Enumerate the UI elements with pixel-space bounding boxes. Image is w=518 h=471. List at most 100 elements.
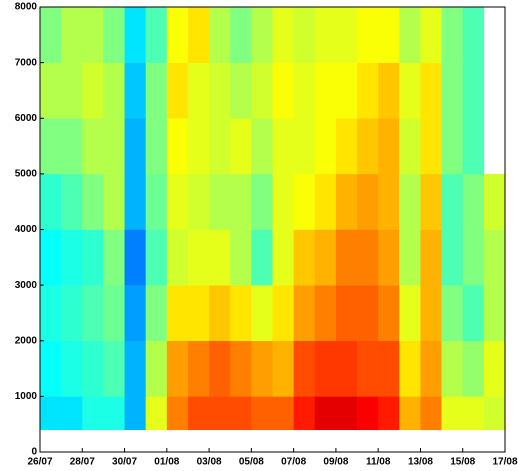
heatmap-cell bbox=[145, 229, 168, 286]
y-tick-label: 1000 bbox=[15, 391, 38, 402]
heatmap-cell bbox=[314, 340, 337, 397]
heatmap-cell bbox=[293, 173, 316, 230]
heatmap-cell bbox=[166, 285, 189, 342]
heatmap-cell bbox=[209, 62, 231, 119]
heatmap-cell bbox=[441, 285, 464, 342]
heatmap-cell bbox=[40, 7, 62, 63]
heatmap-cell bbox=[251, 118, 273, 175]
heatmap-cell bbox=[483, 229, 506, 286]
heatmap-cell bbox=[166, 118, 189, 175]
heatmap-cell bbox=[82, 340, 104, 397]
heatmap bbox=[40, 7, 506, 431]
heatmap-cell bbox=[124, 285, 146, 342]
heatmap-cell bbox=[124, 173, 146, 230]
y-tick-label: 3000 bbox=[15, 280, 38, 291]
heatmap-cell bbox=[293, 285, 316, 342]
heatmap-cell bbox=[230, 285, 252, 342]
heatmap-cell bbox=[314, 285, 337, 342]
heatmap-cell bbox=[272, 229, 294, 286]
y-tick-label: 2000 bbox=[15, 335, 38, 346]
y-tick-label: 0 bbox=[31, 447, 37, 458]
heatmap-cell bbox=[462, 340, 485, 397]
heatmap-cell bbox=[462, 285, 485, 342]
heatmap-cell bbox=[335, 340, 358, 397]
heatmap-cell bbox=[357, 396, 379, 431]
heatmap-cell bbox=[209, 396, 231, 431]
heatmap-cell bbox=[187, 173, 210, 230]
heatmap-cell bbox=[314, 229, 337, 286]
heatmap-cell bbox=[145, 396, 168, 431]
heatmap-cell bbox=[462, 229, 485, 286]
heatmap-cell bbox=[166, 7, 189, 63]
heatmap-cell bbox=[166, 340, 189, 397]
heatmap-cell bbox=[209, 285, 231, 342]
heatmap-cell bbox=[40, 62, 62, 119]
heatmap-cell bbox=[103, 285, 125, 342]
heatmap-cell bbox=[357, 229, 379, 286]
heatmap-cell bbox=[483, 396, 506, 431]
heatmap-cell bbox=[378, 396, 400, 431]
heatmap-cell bbox=[251, 7, 273, 63]
heatmap-cell bbox=[293, 7, 316, 63]
heatmap-cell bbox=[314, 396, 337, 431]
x-tick-label: 01/08 bbox=[154, 457, 179, 468]
heatmap-cell bbox=[82, 62, 104, 119]
heatmap-cell bbox=[272, 118, 294, 175]
heatmap-cell bbox=[441, 62, 464, 119]
heatmap-cell bbox=[335, 285, 358, 342]
heatmap-cell bbox=[103, 173, 125, 230]
heatmap-cell bbox=[293, 62, 316, 119]
heatmap-cell bbox=[357, 118, 379, 175]
heatmap-cell bbox=[61, 229, 83, 286]
x-tick-label: 15/08 bbox=[450, 457, 475, 468]
heatmap-cell bbox=[230, 340, 252, 397]
heatmap-cell bbox=[420, 229, 442, 286]
heatmap-cell bbox=[145, 173, 168, 230]
heatmap-cell bbox=[462, 396, 485, 431]
heatmap-cell bbox=[82, 285, 104, 342]
heatmap-cell bbox=[399, 118, 421, 175]
heatmap-cell bbox=[357, 173, 379, 230]
heatmap-cell bbox=[251, 340, 273, 397]
heatmap-cell bbox=[420, 173, 442, 230]
heatmap-cell bbox=[420, 396, 442, 431]
heatmap-cell bbox=[335, 7, 358, 63]
heatmap-cell bbox=[103, 118, 125, 175]
heatmap-cell bbox=[399, 62, 421, 119]
heatmap-cell bbox=[420, 340, 442, 397]
heatmap-cell bbox=[272, 340, 294, 397]
heatmap-cell bbox=[335, 396, 358, 431]
x-tick-label: 30/07 bbox=[112, 457, 137, 468]
heatmap-cell bbox=[230, 118, 252, 175]
heatmap-cell bbox=[399, 7, 421, 63]
heatmap-cell bbox=[103, 396, 125, 431]
heatmap-cell bbox=[251, 229, 273, 286]
y-tick-label: 6000 bbox=[15, 113, 38, 124]
heatmap-cell bbox=[82, 173, 104, 230]
heatmap-cell bbox=[357, 7, 379, 63]
heatmap-cell bbox=[82, 7, 104, 63]
heatmap-cell bbox=[272, 173, 294, 230]
heatmap-cell bbox=[251, 173, 273, 230]
heatmap-cell bbox=[272, 7, 294, 63]
heatmap-cell bbox=[335, 229, 358, 286]
heatmap-cell bbox=[40, 118, 62, 175]
heatmap-cell bbox=[399, 396, 421, 431]
heatmap-cell bbox=[378, 285, 400, 342]
heatmap-cell bbox=[420, 62, 442, 119]
heatmap-cell bbox=[61, 285, 83, 342]
heatmap-cell bbox=[82, 118, 104, 175]
heatmap-cell bbox=[230, 396, 252, 431]
heatmap-cell bbox=[483, 173, 506, 230]
heatmap-cell bbox=[335, 173, 358, 230]
heatmap-cell bbox=[272, 62, 294, 119]
heatmap-cell bbox=[145, 7, 168, 63]
heatmap-cell bbox=[251, 285, 273, 342]
heatmap-cell bbox=[124, 118, 146, 175]
heatmap-cell bbox=[441, 118, 464, 175]
heatmap-cell bbox=[399, 229, 421, 286]
heatmap-cell bbox=[378, 229, 400, 286]
heatmap-cell bbox=[145, 118, 168, 175]
heatmap-cell bbox=[314, 62, 337, 119]
